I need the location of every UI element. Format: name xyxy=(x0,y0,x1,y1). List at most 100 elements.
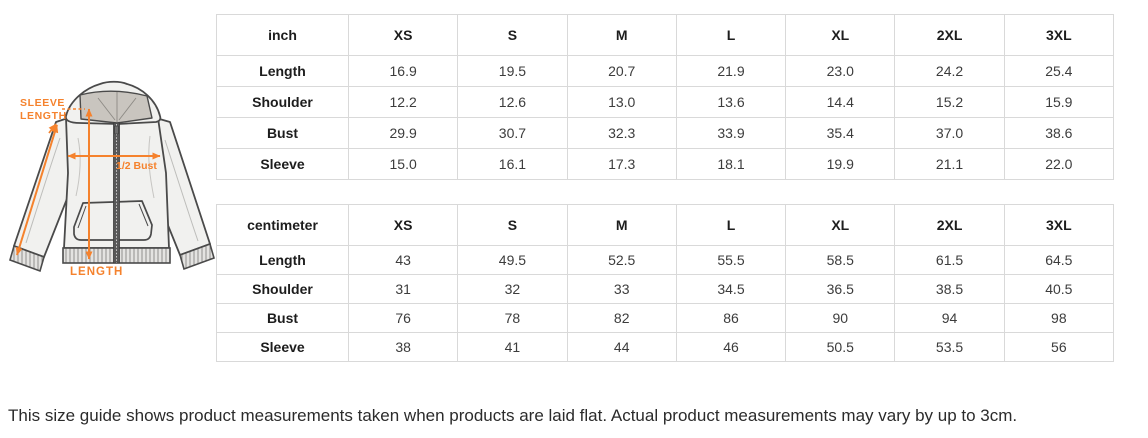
right-cuff xyxy=(179,242,215,271)
measurement-row: Length 16.9 19.5 20.7 21.9 23.0 24.2 25.4 xyxy=(216,55,1115,87)
measurement-value: 34.5 xyxy=(675,274,787,304)
size-table-inch: inch XS S M L XL 2XL 3XL Length 16.9 19.5 20.7 21.9 2… xyxy=(216,14,1115,180)
measurement-row: Shoulder 12.2 12.6 13.0 13.6 14.4 15.2 15.9 xyxy=(216,86,1115,118)
size-column-header: S xyxy=(457,204,568,246)
size-guide-note: This size guide shows product measuremen… xyxy=(8,406,1018,425)
measurement-value: 24.2 xyxy=(894,55,1005,87)
measurement-value: 37.0 xyxy=(894,117,1005,149)
measurement-row: Sleeve 38 41 44 46 50.5 53.5 56 xyxy=(216,332,1115,362)
hoodie-illustration: SLEEVE LENGTH 1/2 Bust LENGTH xyxy=(9,80,215,278)
measurement-label: Bust xyxy=(216,117,349,149)
header-row: centimeter XS S M L XL 2XL 3XL xyxy=(216,204,1115,246)
measurement-value: 14.4 xyxy=(785,86,896,118)
size-column-header: L xyxy=(675,204,787,246)
measurement-value: 17.3 xyxy=(566,148,677,180)
length-label: LENGTH xyxy=(70,266,123,278)
size-column-header: 2XL xyxy=(894,204,1005,246)
size-column-header: XS xyxy=(347,14,459,56)
hoodie-diagram: SLEEVE LENGTH 1/2 Bust LENGTH xyxy=(0,78,222,293)
measurement-value: 98 xyxy=(1003,303,1115,333)
measurement-value: 38 xyxy=(347,332,459,362)
measurement-value: 36.5 xyxy=(785,274,896,304)
sleeve-length-label-line2: LENGTH xyxy=(20,110,67,122)
size-column-header: XL xyxy=(785,204,896,246)
measurement-value: 35.4 xyxy=(785,117,896,149)
measurement-value: 53.5 xyxy=(894,332,1005,362)
measurement-value: 49.5 xyxy=(457,245,568,275)
measurement-value: 12.2 xyxy=(347,86,459,118)
measurement-value: 15.9 xyxy=(1003,86,1115,118)
measurement-value: 16.1 xyxy=(457,148,568,180)
measurement-label: Shoulder xyxy=(216,86,349,118)
measurement-value: 43 xyxy=(347,245,459,275)
measurement-annotations: SLEEVE LENGTH 1/2 Bust LENGTH xyxy=(15,97,161,278)
measurement-value: 25.4 xyxy=(1003,55,1115,87)
measurement-value: 32.3 xyxy=(566,117,677,149)
measurement-value: 33 xyxy=(566,274,677,304)
header-row: inch XS S M L XL 2XL 3XL xyxy=(216,14,1115,56)
measurement-value: 22.0 xyxy=(1003,148,1115,180)
size-column-header: L xyxy=(675,14,787,56)
sleeve-length-arrow xyxy=(15,124,59,256)
measurement-value: 38.5 xyxy=(894,274,1005,304)
zipper xyxy=(113,122,120,264)
measurement-label: Shoulder xyxy=(216,274,349,304)
half-bust-label: 1/2 Bust xyxy=(116,160,157,172)
measurement-value: 90 xyxy=(785,303,896,333)
size-column-header: XL xyxy=(785,14,896,56)
measurement-value: 32 xyxy=(457,274,568,304)
unit-header: centimeter xyxy=(216,204,349,246)
measurement-value: 82 xyxy=(566,303,677,333)
measurement-row: Bust 29.9 30.7 32.3 33.9 35.4 37.0 38.6 xyxy=(216,117,1115,149)
measurement-value: 76 xyxy=(347,303,459,333)
size-column-header: S xyxy=(457,14,568,56)
measurement-value: 61.5 xyxy=(894,245,1005,275)
measurement-value: 12.6 xyxy=(457,86,568,118)
sleeve-label-pointer-arrow xyxy=(48,123,57,134)
measurement-value: 21.9 xyxy=(675,55,787,87)
measurement-row: Length 43 49.5 52.5 55.5 58.5 61.5 64.5 xyxy=(216,245,1115,275)
measurement-value: 64.5 xyxy=(1003,245,1115,275)
measurement-value: 40.5 xyxy=(1003,274,1115,304)
measurement-value: 46 xyxy=(675,332,787,362)
unit-header: inch xyxy=(216,14,349,56)
measurement-value: 30.7 xyxy=(457,117,568,149)
size-column-header: 3XL xyxy=(1003,14,1115,56)
size-tables: inch XS S M L XL 2XL 3XL Length 16.9 19.5 20.7 21.9 2… xyxy=(216,14,1115,362)
measurement-value: 94 xyxy=(894,303,1005,333)
measurement-value: 58.5 xyxy=(785,245,896,275)
measurement-value: 16.9 xyxy=(347,55,459,87)
measurement-value: 29.9 xyxy=(347,117,459,149)
zipper-pull xyxy=(114,125,119,135)
hood-lining xyxy=(79,90,153,124)
kangaroo-pocket xyxy=(73,200,153,241)
measurement-value: 15.2 xyxy=(894,86,1005,118)
size-column-header: M xyxy=(566,14,677,56)
measurement-value: 21.1 xyxy=(894,148,1005,180)
measurement-row: Bust 76 78 82 86 90 94 98 xyxy=(216,303,1115,333)
measurement-value: 31 xyxy=(347,274,459,304)
size-table-centimeter: centimeter XS S M L XL 2XL 3XL Length 43 49.5 52.5 5… xyxy=(216,204,1115,362)
measurement-value: 78 xyxy=(457,303,568,333)
measurement-label: Sleeve xyxy=(216,148,349,180)
measurement-value: 15.0 xyxy=(347,148,459,180)
measurement-value: 19.5 xyxy=(457,55,568,87)
measurement-value: 13.0 xyxy=(566,86,677,118)
measurement-row: Sleeve 15.0 16.1 17.3 18.1 19.9 21.1 22.0 xyxy=(216,148,1115,180)
measurement-value: 38.6 xyxy=(1003,117,1115,149)
measurement-value: 19.9 xyxy=(785,148,896,180)
measurement-value: 50.5 xyxy=(785,332,896,362)
measurement-row: Shoulder 31 32 33 34.5 36.5 38.5 40.5 xyxy=(216,274,1115,304)
measurement-value: 18.1 xyxy=(675,148,787,180)
measurement-value: 86 xyxy=(675,303,787,333)
measurement-value: 23.0 xyxy=(785,55,896,87)
measurement-value: 44 xyxy=(566,332,677,362)
size-column-header: 2XL xyxy=(894,14,1005,56)
measurement-value: 52.5 xyxy=(566,245,677,275)
measurement-label: Bust xyxy=(216,303,349,333)
sleeve-length-label-line1: SLEEVE xyxy=(20,97,65,109)
measurement-label: Sleeve xyxy=(216,332,349,362)
measurement-value: 55.5 xyxy=(675,245,787,275)
size-column-header: 3XL xyxy=(1003,204,1115,246)
